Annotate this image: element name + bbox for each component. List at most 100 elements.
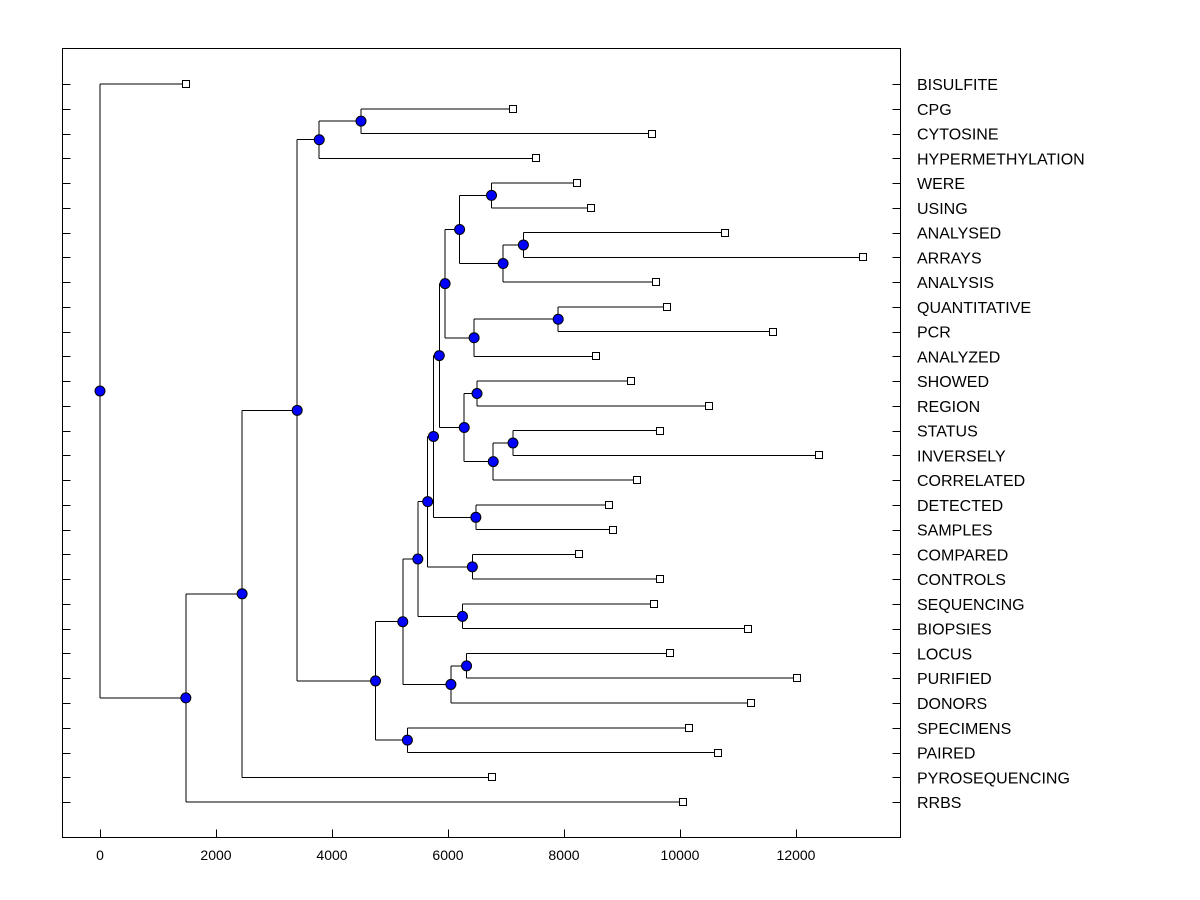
merge-node-dot [291, 404, 303, 416]
merge-node-dot [180, 692, 192, 704]
x-tick-label: 2000 [200, 847, 231, 863]
merge-node-dot [507, 437, 519, 449]
leaf-label: SEQUENCING [917, 597, 1025, 614]
x-tick-label: 6000 [432, 847, 463, 863]
leaf-label: CORRELATED [917, 473, 1025, 490]
leaf-marker [627, 377, 635, 385]
leaf-label: INVERSELY [917, 448, 1006, 465]
merge-node-dot [486, 189, 497, 201]
leaf-label: CONTROLS [917, 572, 1006, 589]
merge-node-dot [433, 350, 445, 362]
leaf-marker [587, 204, 595, 212]
merge-node-dot [370, 675, 381, 687]
x-tick-label: 8000 [548, 847, 579, 863]
leaf-marker [769, 328, 777, 336]
merge-node-dot [461, 660, 473, 672]
leaf-marker [605, 501, 613, 509]
leaf-marker [721, 229, 729, 237]
merge-node-dot [458, 422, 470, 434]
leaf-label: DONORS [917, 696, 987, 713]
x-tick-label: 10000 [661, 847, 700, 863]
leaf-marker [685, 724, 693, 732]
x-axis-ticks: 0 2000 4000 6000 8000 10000 12000 [96, 829, 816, 863]
leaf-label: USING [917, 201, 968, 218]
leaf-label: SPECIMENS [917, 721, 1011, 738]
leaf-marker [656, 575, 664, 583]
leaf-label: CPG [917, 102, 952, 119]
leaf-marker [815, 451, 823, 459]
leaf-marker [648, 130, 656, 138]
leaf-marker [182, 80, 190, 88]
merge-node-dot [457, 610, 468, 622]
leaf-label: STATUS [917, 424, 978, 441]
leaf-label: ANALYZED [917, 349, 1000, 366]
x-tick-label: 0 [96, 847, 104, 863]
leaf-label: PAIRED [917, 746, 975, 763]
leaf-marker [666, 649, 674, 657]
merge-node-dot [428, 430, 439, 442]
leaf-marker [488, 773, 496, 781]
merge-node-dot [487, 456, 499, 468]
leaf-marker [705, 402, 713, 410]
merge-node-dot [517, 239, 529, 251]
leaf-label: ANALYSED [917, 226, 1001, 243]
leaf-label: BISULFITE [917, 77, 998, 94]
merge-node-dot [412, 553, 424, 565]
leaf-label: SAMPLES [917, 523, 993, 540]
leaf-label: CYTOSINE [917, 127, 999, 144]
leaf-marker [509, 105, 517, 113]
leaf-marker [679, 798, 687, 806]
merge-node-dot [94, 385, 106, 397]
merge-node-dot [468, 332, 480, 344]
merge-node-dot [471, 388, 483, 399]
leaf-label: LOCUS [917, 646, 972, 663]
leaf-labels: BISULFITE CPG CYTOSINE HYPERMETHYLATION WERE… [917, 77, 1085, 812]
leaf-label: ARRAYS [917, 250, 982, 267]
leaf-marker [573, 179, 581, 187]
leaf-label: PCR [917, 325, 951, 342]
leaf-marker [609, 526, 617, 534]
leaf-marker [592, 352, 600, 360]
merge-node-dot [470, 511, 482, 523]
leaf-label: WERE [917, 176, 965, 193]
x-tick-label: 4000 [316, 847, 347, 863]
leaf-marker [532, 154, 540, 162]
merge-node-dot [422, 496, 434, 508]
leaf-marker [714, 749, 722, 757]
leaf-marker [744, 625, 752, 633]
leaf-label: SHOWED [917, 374, 989, 391]
leaf-marker [793, 674, 801, 682]
leaf-label: BIOPSIES [917, 622, 992, 639]
merge-node-dot [313, 134, 325, 146]
merge-node-dot [355, 115, 367, 127]
leaf-marker [650, 600, 658, 608]
leaf-tick-group [62, 84, 901, 803]
merge-node-dot [454, 223, 466, 235]
leaf-label: ANALYSIS [917, 275, 994, 292]
merge-node-dot [236, 588, 248, 600]
merge-nodes [94, 115, 564, 746]
leaf-marker [747, 699, 755, 707]
leaf-marker [656, 427, 664, 435]
leaf-marker [633, 476, 641, 484]
leaf-label: DETECTED [917, 498, 1003, 515]
plot-frame [62, 48, 901, 838]
leaf-markers [182, 80, 867, 806]
leaf-marker [663, 303, 671, 311]
merge-node-dot [439, 278, 451, 290]
leaf-label: PURIFIED [917, 671, 992, 688]
merge-node-dot [466, 561, 478, 573]
merge-node-dot [552, 313, 564, 325]
merge-node-dot [401, 734, 413, 746]
dendrogram-branches [99, 83, 864, 803]
leaf-label: REGION [917, 399, 980, 416]
leaf-label: COMPARED [917, 547, 1008, 564]
leaf-marker [652, 278, 660, 286]
merge-node-dot [497, 258, 509, 270]
leaf-label: QUANTITATIVE [917, 300, 1031, 317]
x-tick-label: 12000 [777, 847, 816, 863]
leaf-marker [575, 550, 583, 558]
leaf-marker [859, 253, 867, 261]
merge-node-dot [397, 616, 409, 628]
